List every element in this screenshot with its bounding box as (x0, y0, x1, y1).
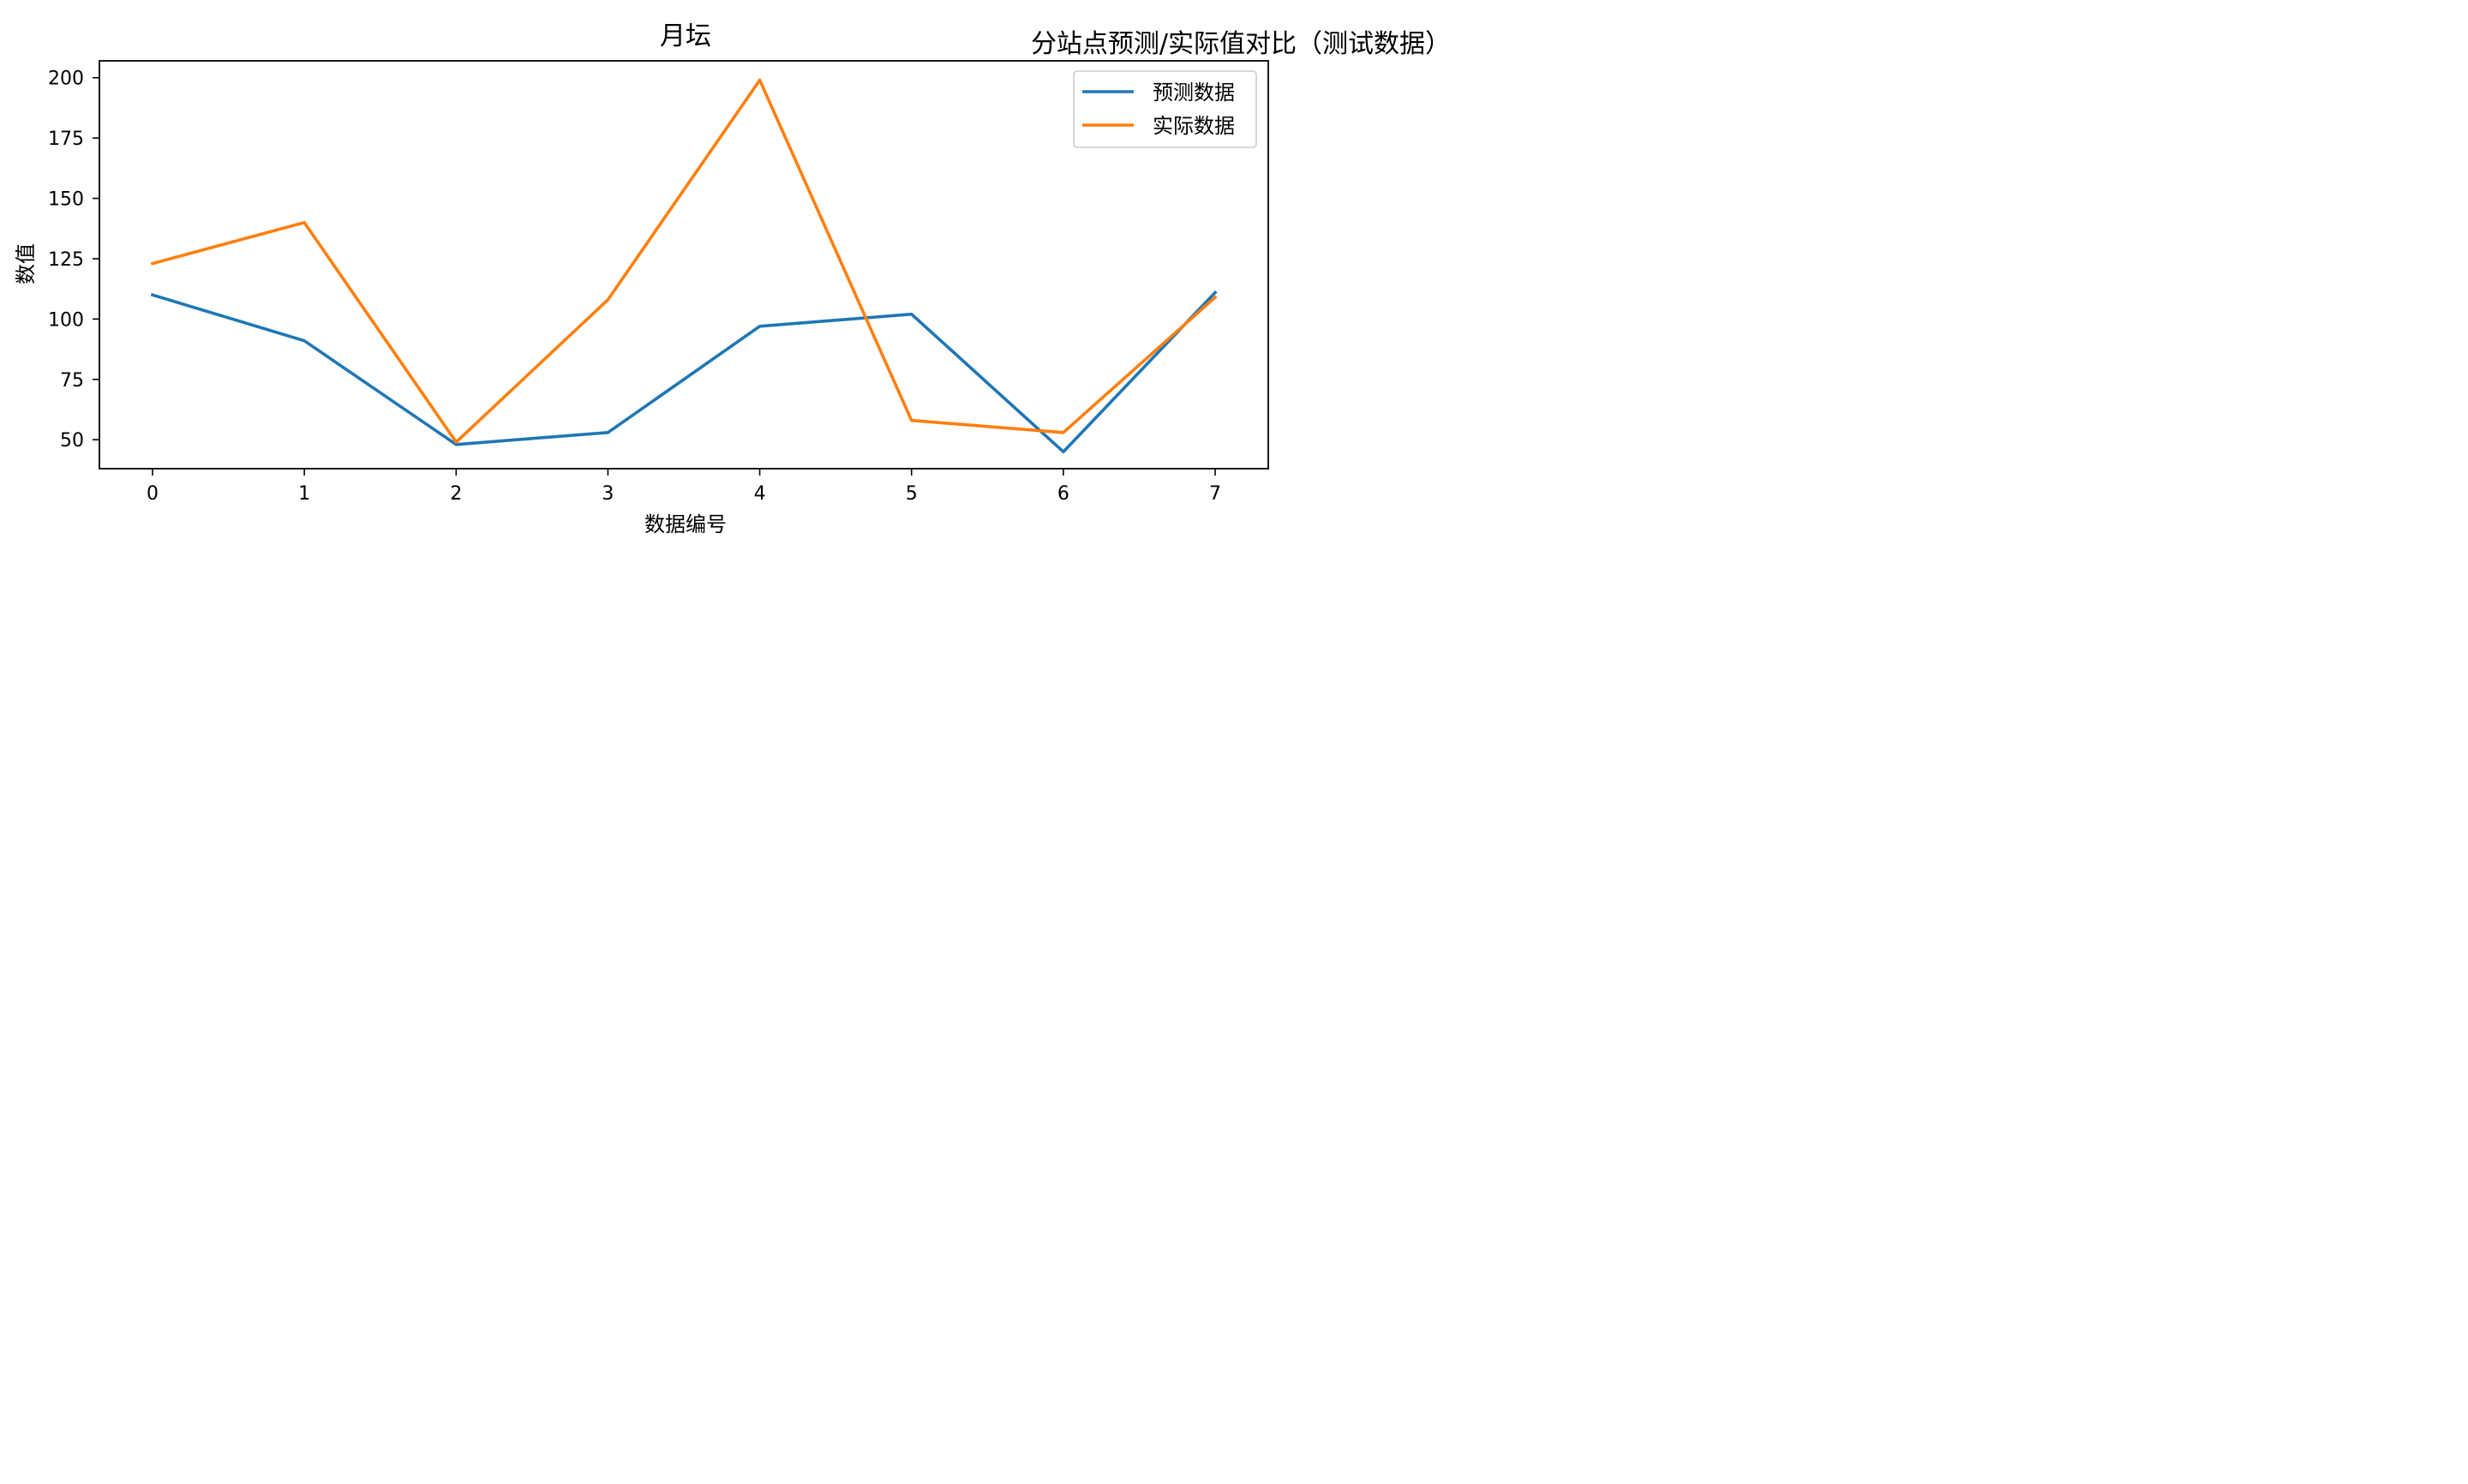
series-line-1 (150, 78, 1218, 444)
y-tick-label: 175 (48, 129, 84, 150)
y-tick-label: 100 (48, 309, 84, 331)
legend-label-1: 实际数据 (1153, 114, 1235, 138)
y-tick-label: 75 (60, 370, 84, 392)
x-tick-label: 4 (754, 483, 766, 505)
legend-label-0: 预测数据 (1153, 81, 1235, 105)
x-tick-label: 6 (1057, 483, 1069, 505)
x-tick-label: 5 (906, 483, 918, 505)
y-tick-label: 150 (48, 189, 84, 211)
y-axis-title: 数值 (14, 243, 38, 284)
x-tick-label: 0 (147, 483, 159, 505)
figure-suptitle: 分站点预测/实际值对比（测试数据） (1031, 29, 1451, 59)
x-tick-label: 2 (450, 483, 462, 505)
y-tick-label: 50 (60, 430, 84, 452)
chart-title: 月坛 (660, 21, 711, 51)
x-axis-title: 数据编号 (644, 512, 727, 536)
y-tick-label: 125 (48, 249, 84, 271)
plot-area: 0 1 2 3 4 5 6 7 50 75 100 125 150 175 200 (48, 60, 1269, 505)
x-tick-label: 3 (602, 483, 614, 505)
x-tick-label: 7 (1209, 483, 1221, 505)
axes-frame (99, 60, 1269, 470)
y-tick-label: 200 (48, 69, 84, 90)
series-line-0 (150, 290, 1218, 454)
x-tick-label: 1 (298, 483, 310, 505)
